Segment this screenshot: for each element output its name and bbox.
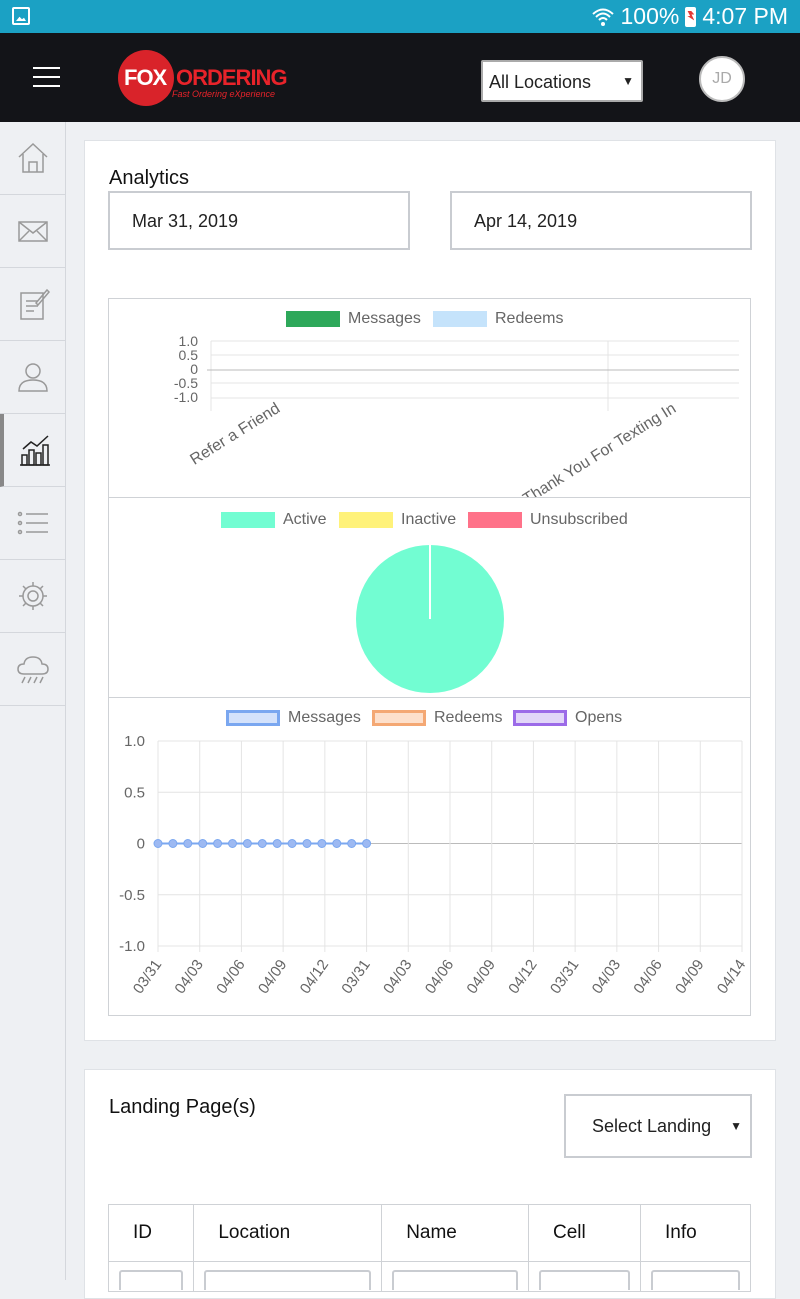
sidebar-item-weather[interactable] [0, 633, 65, 706]
home-icon [17, 142, 48, 173]
column-header-cell[interactable]: Cell [528, 1204, 641, 1262]
location-select[interactable]: All Locations ▼ [481, 60, 643, 102]
legend-item-redeems[interactable]: Redeems [433, 310, 563, 328]
x-tick: 04/03 [589, 957, 624, 998]
x-tick: 04/03 [172, 957, 207, 998]
data-point [198, 839, 208, 848]
data-point [168, 839, 178, 848]
column-header-name[interactable]: Name [381, 1204, 529, 1262]
cloud-icon [16, 656, 49, 684]
sidebar [0, 122, 66, 1280]
x-tick: Refer a Friend [187, 400, 283, 469]
sidebar-item-users[interactable] [0, 341, 65, 414]
sidebar-item-settings[interactable] [0, 560, 65, 633]
x-tick: 04/09 [672, 957, 707, 998]
dropdown-arrow-icon: ▼ [622, 74, 634, 88]
x-tick: 04/12 [505, 957, 540, 998]
battery-icon [685, 6, 697, 27]
data-point [227, 839, 237, 848]
data-point [362, 839, 372, 848]
bar-chart-plot: 1.0 0.5 0 -0.5 -1.0 Refer a Friend Thank… [174, 333, 739, 497]
legend-item-messages[interactable]: Messages [226, 709, 361, 727]
analytics-title: Analytics [109, 167, 190, 189]
pie-chart-plot [356, 545, 504, 693]
dropdown-arrow-icon: ▼ [726, 1119, 742, 1133]
data-point [242, 839, 252, 848]
sidebar-item-messages[interactable] [0, 195, 65, 268]
data-point [287, 839, 297, 848]
y-tick: 1.0 [179, 333, 199, 349]
data-point [317, 839, 327, 848]
battery-percent: 100% [620, 3, 680, 29]
sidebar-item-list[interactable] [0, 487, 65, 560]
data-point [302, 839, 312, 848]
y-tick: -0.5 [174, 375, 198, 391]
user-icon [17, 363, 48, 392]
column-header-id[interactable]: ID [107, 1204, 195, 1262]
data-point [183, 839, 193, 848]
wifi-icon [591, 8, 614, 26]
menu-icon[interactable] [33, 67, 60, 87]
app-header: FOX ORDERING Fast Ordering eXperience Al… [0, 33, 800, 122]
data-point [153, 839, 163, 848]
end-date-input[interactable]: Apr 14, 2019 [450, 191, 752, 250]
x-tick: 04/06 [422, 957, 457, 998]
legend-item-active[interactable]: Active [221, 511, 327, 529]
settings-icon [18, 582, 47, 610]
y-tick: -1.0 [119, 938, 145, 955]
x-tick: 04/12 [297, 957, 332, 998]
x-tick: 03/31 [130, 957, 165, 998]
pie-chart: Active Inactive Unsubscribed [108, 497, 751, 698]
x-tick: Thank You For Texting In [520, 400, 679, 497]
mail-icon [17, 221, 48, 242]
x-tick: 03/31 [338, 957, 373, 998]
sidebar-item-analytics[interactable] [0, 414, 65, 487]
y-tick: -0.5 [119, 887, 145, 904]
x-tick: 04/09 [255, 957, 290, 998]
sidebar-item-edit[interactable] [0, 268, 65, 341]
legend-item-redeems[interactable]: Redeems [372, 709, 502, 727]
landing-page-select[interactable]: Select Landing ▼ [564, 1094, 752, 1158]
list-icon [17, 511, 48, 535]
start-date-input[interactable]: Mar 31, 2019 [108, 191, 410, 250]
x-tick: 04/14 [714, 957, 749, 998]
y-tick: -1.0 [174, 389, 198, 405]
table-filter-row [107, 1261, 752, 1292]
logo: FOX ORDERING Fast Ordering eXperience [118, 50, 298, 106]
table-header-row: ID Location Name Cell Info [107, 1204, 752, 1262]
status-bar: 100% 4:07 PM [0, 0, 800, 33]
clock: 4:07 PM [702, 3, 788, 29]
legend-item-inactive[interactable]: Inactive [339, 511, 456, 529]
data-point [213, 839, 223, 848]
legend-item-opens[interactable]: Opens [513, 709, 622, 727]
landing-title: Landing Page(s) [109, 1096, 256, 1118]
data-point [347, 839, 357, 848]
legend-item-unsubscribed[interactable]: Unsubscribed [468, 511, 628, 529]
y-tick: 0 [137, 836, 145, 853]
legend-item-messages[interactable]: Messages [286, 310, 421, 328]
analytics-icon [19, 435, 50, 466]
avatar[interactable]: JD [699, 56, 745, 102]
x-tick: 04/03 [380, 957, 415, 998]
column-header-info[interactable]: Info [639, 1204, 752, 1262]
sidebar-item-home[interactable] [0, 122, 65, 195]
data-point [272, 839, 282, 848]
y-tick: 0 [190, 361, 198, 377]
edit-icon [19, 288, 50, 320]
bar-chart: Messages Redeems 1.0 0.5 0 -0.5 -1.0 Ref… [108, 298, 751, 498]
data-point [257, 839, 267, 848]
x-tick: 04/06 [213, 957, 248, 998]
x-tick: 04/06 [630, 957, 665, 998]
gallery-icon [12, 7, 30, 25]
line-chart: Messages Redeems Opens 1.0 0.5 0 -0.5 -1.0 03… [108, 697, 751, 1016]
x-tick: 03/31 [547, 957, 582, 998]
data-point [332, 839, 342, 848]
column-header-location[interactable]: Location [193, 1204, 383, 1262]
landing-table: ID Location Name Cell Info [107, 1204, 752, 1292]
y-tick: 1.0 [124, 733, 145, 750]
y-tick: 0.5 [179, 347, 199, 363]
y-tick: 0.5 [124, 784, 145, 801]
x-tick: 04/09 [464, 957, 499, 998]
line-chart-plot: 1.00.50-0.5-1.003/31 04/03 04/06 04/09 04/12… [119, 733, 749, 998]
